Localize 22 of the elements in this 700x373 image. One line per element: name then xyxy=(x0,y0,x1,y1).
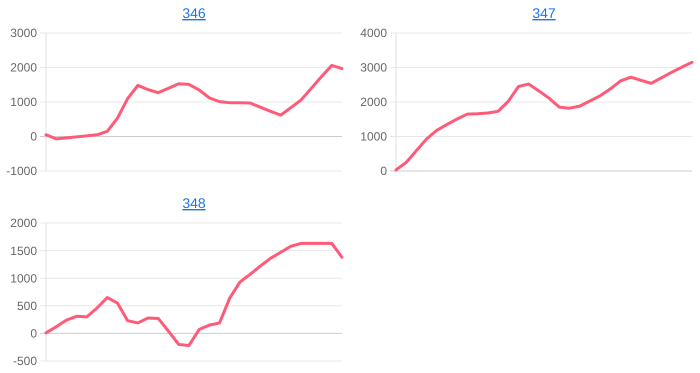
y-tick-label: 1000 xyxy=(10,271,38,286)
y-tick-label: 500 xyxy=(16,299,38,313)
y-tick-label: 3000 xyxy=(10,26,38,40)
y-tick-label: 0 xyxy=(30,326,38,341)
y-tick-label: 2000 xyxy=(360,95,388,110)
y-tick-label: 1000 xyxy=(360,130,388,144)
line-series xyxy=(394,60,694,172)
y-tick-label: 2000 xyxy=(10,60,38,75)
chart-title: 346 xyxy=(182,5,206,21)
y-tick-label: 0 xyxy=(30,130,38,144)
y-tick-label: 1000 xyxy=(10,95,38,110)
chart-title: 347 xyxy=(532,5,556,21)
line-series xyxy=(44,242,344,348)
chart-title: 348 xyxy=(182,195,206,211)
line-series xyxy=(44,64,344,140)
y-tick-label: -500 xyxy=(12,354,38,368)
y-tick-label: 1500 xyxy=(10,244,38,258)
y-tick-label: -1000 xyxy=(6,164,38,178)
y-tick-label: 2000 xyxy=(10,216,38,230)
y-tick-label: 0 xyxy=(380,164,388,178)
y-tick-label: 4000 xyxy=(360,26,388,40)
y-tick-label: 3000 xyxy=(360,60,388,75)
